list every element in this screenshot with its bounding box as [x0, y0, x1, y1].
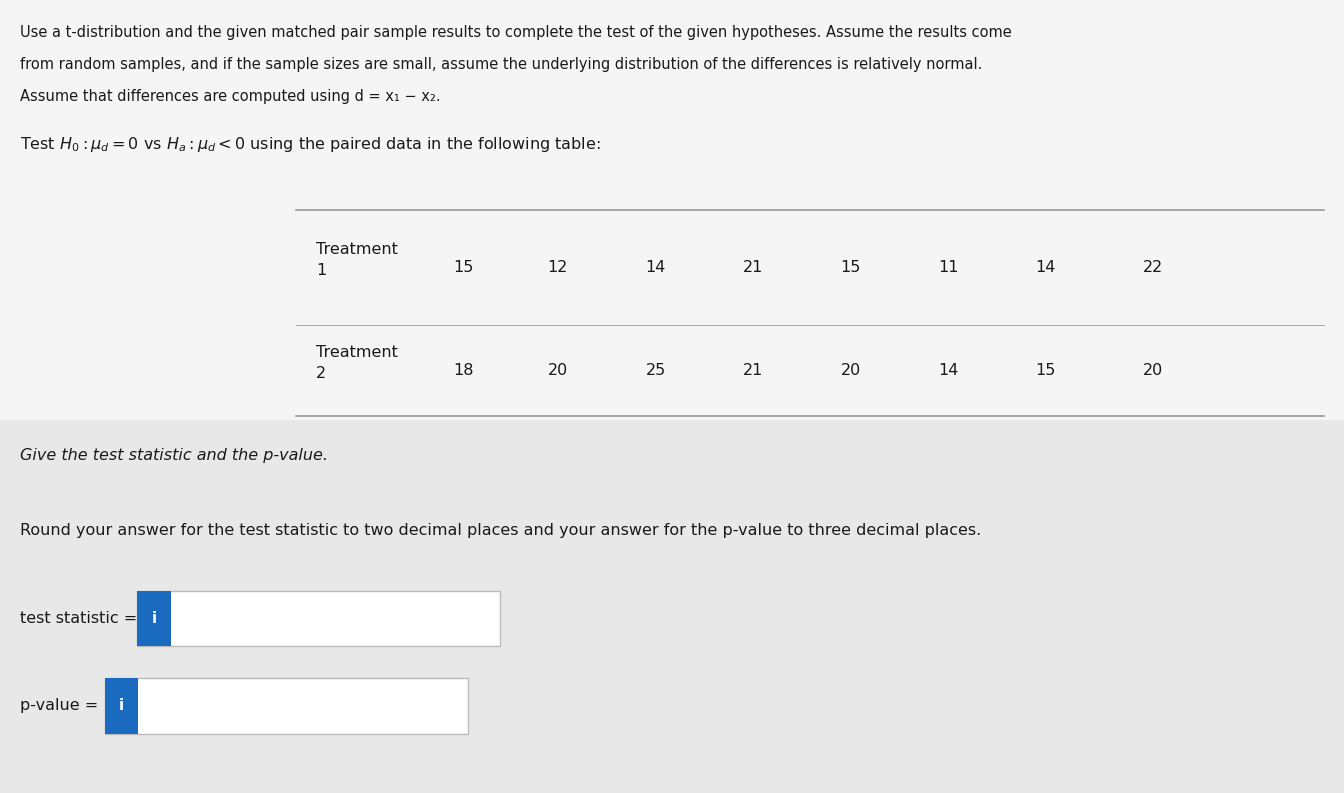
- Bar: [105, 678, 468, 734]
- Text: 21: 21: [742, 260, 763, 275]
- Text: 15: 15: [453, 260, 474, 275]
- Text: 14: 14: [1035, 260, 1056, 275]
- Text: 12: 12: [547, 260, 569, 275]
- Text: 20: 20: [840, 363, 862, 378]
- Text: 22: 22: [1142, 260, 1164, 275]
- Text: 15: 15: [840, 260, 862, 275]
- Text: 20: 20: [1142, 363, 1164, 378]
- Text: 20: 20: [547, 363, 569, 378]
- Text: i: i: [152, 611, 156, 626]
- Text: from random samples, and if the sample sizes are small, assume the underlying di: from random samples, and if the sample s…: [20, 57, 982, 72]
- Text: Treatment
1: Treatment 1: [316, 242, 398, 278]
- Text: Give the test statistic and the p-value.: Give the test statistic and the p-value.: [20, 448, 328, 463]
- Bar: [137, 591, 171, 646]
- Text: test statistic =: test statistic =: [20, 611, 137, 626]
- Text: 14: 14: [938, 363, 960, 378]
- Text: 18: 18: [453, 363, 474, 378]
- Text: Treatment
2: Treatment 2: [316, 345, 398, 381]
- Bar: [0, 0, 1344, 420]
- Bar: [105, 678, 138, 734]
- Text: 21: 21: [742, 363, 763, 378]
- Bar: [0, 420, 1344, 793]
- Text: 25: 25: [645, 363, 667, 378]
- Text: p-value =: p-value =: [20, 699, 98, 713]
- Text: Assume that differences are computed using d = x₁ − x₂.: Assume that differences are computed usi…: [20, 89, 441, 104]
- Text: Round your answer for the test statistic to two decimal places and your answer f: Round your answer for the test statistic…: [20, 523, 981, 538]
- Text: Use a t-distribution and the given matched pair sample results to complete the t: Use a t-distribution and the given match…: [20, 25, 1012, 40]
- Text: i: i: [120, 699, 124, 713]
- Text: 14: 14: [645, 260, 667, 275]
- Bar: [137, 591, 500, 646]
- Text: 11: 11: [938, 260, 960, 275]
- Text: 15: 15: [1035, 363, 1056, 378]
- Text: Test $H_0 : \mu_d = 0$ vs $H_a : \mu_d < 0$ using the paired data in the followi: Test $H_0 : \mu_d = 0$ vs $H_a : \mu_d <…: [20, 135, 601, 154]
